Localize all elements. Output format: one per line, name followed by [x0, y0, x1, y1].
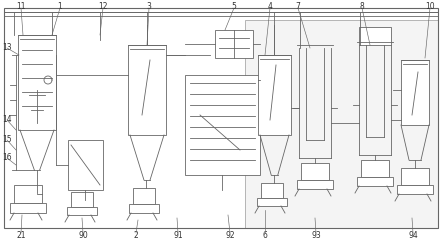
Bar: [401, 60, 429, 125]
Text: 92: 92: [225, 231, 235, 240]
Bar: [133, 188, 155, 204]
Bar: [359, 27, 391, 45]
Bar: [10, 203, 46, 213]
Text: 10: 10: [425, 2, 435, 11]
Text: 11: 11: [16, 2, 26, 11]
Bar: [357, 177, 393, 186]
Text: 8: 8: [360, 2, 365, 11]
Text: 1: 1: [58, 2, 62, 11]
Text: 2: 2: [134, 231, 138, 240]
Bar: [18, 35, 56, 130]
Text: 7: 7: [295, 2, 300, 11]
Text: 16: 16: [2, 154, 12, 163]
Bar: [67, 207, 97, 215]
Bar: [128, 45, 166, 135]
Text: 91: 91: [173, 231, 183, 240]
Bar: [361, 160, 389, 177]
Text: 15: 15: [2, 136, 12, 145]
Bar: [257, 198, 287, 206]
Bar: [297, 180, 333, 189]
Text: 90: 90: [78, 231, 88, 240]
Bar: [261, 183, 283, 198]
Bar: [129, 204, 159, 213]
Bar: [14, 185, 42, 203]
Text: 14: 14: [2, 115, 12, 124]
Bar: [215, 30, 253, 58]
Text: 94: 94: [408, 231, 418, 240]
Text: 6: 6: [263, 231, 268, 240]
Bar: [71, 192, 93, 207]
Bar: [301, 163, 329, 180]
Bar: [397, 185, 433, 194]
Text: 3: 3: [147, 2, 152, 11]
Bar: [185, 75, 260, 175]
Text: 4: 4: [268, 2, 272, 11]
Bar: [68, 140, 103, 190]
Text: 13: 13: [2, 43, 12, 52]
Bar: [258, 55, 291, 135]
Text: 93: 93: [311, 231, 321, 240]
Bar: [401, 168, 429, 185]
Text: 21: 21: [16, 231, 26, 240]
Text: 5: 5: [232, 2, 237, 11]
Bar: [245, 20, 438, 228]
Text: 12: 12: [98, 2, 108, 11]
